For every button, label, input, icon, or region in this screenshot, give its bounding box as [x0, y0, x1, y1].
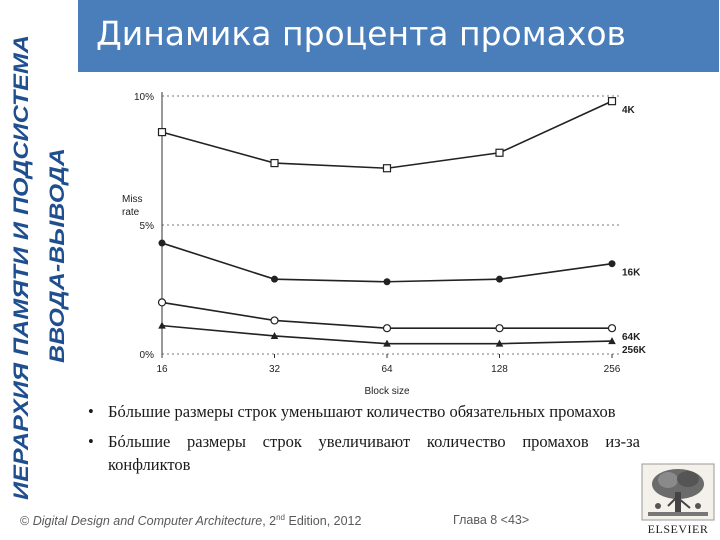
bullet-dot: •	[88, 402, 94, 421]
chart-series	[157, 97, 617, 347]
bullet-item: • Бóльшие размеры строк увеличивают коли…	[88, 430, 640, 476]
point-256K	[495, 339, 504, 347]
point-64K	[382, 324, 392, 333]
point-4K	[607, 97, 617, 106]
point-4K	[495, 148, 504, 157]
chart-grid	[162, 95, 620, 355]
x-tick-label: 128	[491, 364, 508, 375]
point-256K	[270, 331, 279, 339]
elsevier-logo: ELSEVIER	[640, 462, 716, 537]
series-label-4K: 4K	[622, 105, 636, 116]
point-16K	[158, 239, 166, 247]
bullet-item: • Бóльшие размеры строк уменьшают количе…	[88, 400, 640, 423]
side-label-line2: ВВОДА-ВЫВОДА	[46, 148, 69, 363]
bullet-list: • Бóльшие размеры строк уменьшают количе…	[88, 400, 640, 483]
point-4K	[382, 164, 392, 173]
series-label-256K: 256K	[622, 345, 647, 356]
footer-chapter: Глава 8 <43>	[453, 513, 530, 527]
x-tick-label: 64	[381, 364, 393, 375]
series-label-64K: 64K	[622, 332, 641, 343]
x-tick-label: 16	[156, 364, 168, 375]
edition-post: Edition, 2012	[285, 514, 362, 529]
point-64K	[607, 324, 617, 333]
point-16K	[383, 278, 391, 286]
chart-labels: 0% 5% 10% 16 32 64 128 256 Block size Miss rate 4K 1…	[122, 92, 647, 397]
footer-copyright: © Digital Design and Computer Architectu…	[20, 513, 361, 528]
point-256K	[383, 339, 391, 347]
side-label: ИЕРАРХИЯ ПАМЯТИ И ПОДСИСТЕМА ВВОДА-ВЫВОД…	[0, 0, 78, 505]
title-bar	[78, 0, 719, 72]
point-16K	[608, 260, 616, 268]
bullet-dot: •	[88, 432, 94, 451]
x-tick-label: 32	[269, 364, 281, 375]
slide-title: Динамика процента промахов	[96, 14, 626, 53]
side-label-svg: ИЕРАРХИЯ ПАМЯТИ И ПОДСИСТЕМА ВВОДА-ВЫВОД…	[10, 35, 69, 500]
y-tick-label: 10%	[134, 92, 154, 103]
point-16K	[496, 275, 503, 283]
y-tick-label: 5%	[140, 221, 155, 232]
series-line-16K	[161, 242, 613, 283]
bullet-text: Бóльшие размеры строк увеличивают количе…	[108, 432, 640, 474]
copyright-sign: ©	[20, 514, 33, 529]
point-256K	[608, 337, 616, 345]
series-label-16K: 16K	[622, 268, 641, 279]
point-64K	[495, 324, 504, 333]
point-256K	[158, 321, 166, 329]
side-label-line1: ИЕРАРХИЯ ПАМЯТИ И ПОДСИСТЕМА	[10, 35, 33, 500]
edition-sup: nd	[276, 513, 286, 522]
y-axis-title: Miss rate	[122, 194, 143, 218]
x-tick-label: 256	[604, 364, 621, 375]
bullet-text: Бóльшие размеры строк уменьшают количест…	[108, 402, 616, 421]
point-64K	[157, 298, 167, 307]
point-64K	[270, 316, 279, 325]
logo-text: ELSEVIER	[647, 522, 709, 536]
book-title: Digital Design and Computer Architecture	[32, 514, 263, 529]
edition-pre: , 2	[262, 514, 277, 529]
point-4K	[157, 128, 167, 137]
point-4K	[270, 158, 279, 168]
point-16K	[271, 275, 278, 283]
series-line-4K	[161, 100, 613, 170]
tree-icon	[641, 463, 715, 521]
miss-rate-chart: 0% 5% 10% 16 32 64 128 256 Block size Miss rate 4K 1…	[122, 92, 647, 397]
x-axis-title: Block size	[364, 386, 409, 397]
y-tick-label: 0%	[140, 350, 155, 361]
